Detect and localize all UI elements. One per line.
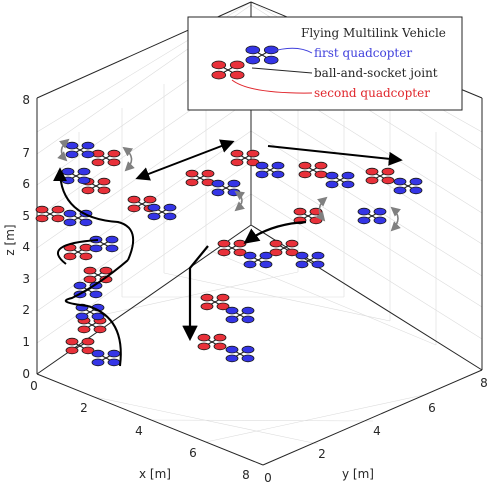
legend-title: Flying Multilink Vehicle bbox=[301, 26, 446, 40]
vehicle-16-red-quadcopter bbox=[197, 333, 227, 351]
legend-blue-quadcopter bbox=[245, 45, 279, 65]
z-tick-1: 1 bbox=[22, 335, 30, 349]
z-tick-3: 3 bbox=[22, 272, 30, 286]
vehicle-16-blue-quadcopter bbox=[225, 345, 255, 363]
arrow-spiral-4 bbox=[57, 239, 99, 265]
vehicle-9-blue-quadcopter bbox=[255, 161, 285, 179]
vehicle-13-blue-quadcopter bbox=[243, 251, 273, 269]
box-edges bbox=[36, 1, 483, 466]
y-axis-label: y [m] bbox=[342, 467, 374, 481]
x-tick-0: 0 bbox=[30, 379, 38, 393]
z-tick-5: 5 bbox=[22, 209, 30, 223]
x-tick-4: 4 bbox=[135, 424, 143, 438]
z-axis-label: z [m] bbox=[3, 224, 17, 255]
x-axis: 0 2 4 6 8 x [m] bbox=[30, 379, 250, 482]
z-tick-8: 8 bbox=[22, 93, 30, 107]
legend-pointer-blue bbox=[269, 47, 313, 54]
rotate-arrow-5 bbox=[390, 206, 401, 232]
legend-red-quadcopter bbox=[211, 60, 245, 80]
vehicle-sequence bbox=[35, 141, 423, 367]
y-tick-4: 4 bbox=[373, 424, 381, 438]
vehicle-5-blue-quadcopter bbox=[61, 167, 91, 185]
vehicle-2-red-quadcopter bbox=[83, 266, 113, 284]
vehicle-0-blue-quadcopter bbox=[91, 349, 121, 367]
arrow-spiral-3 bbox=[53, 167, 135, 261]
legend: Flying Multilink Vehicle first quadcopte… bbox=[187, 16, 463, 111]
vehicle-10-blue-quadcopter bbox=[325, 171, 355, 189]
vehicle-8-blue-quadcopter bbox=[211, 179, 241, 197]
z-tick-4: 4 bbox=[22, 240, 30, 254]
y-tick-2: 2 bbox=[318, 447, 326, 461]
vehicle-8-red-quadcopter bbox=[185, 169, 215, 187]
vehicle-3-blue-quadcopter bbox=[89, 235, 119, 253]
legend-vehicle-icon bbox=[211, 45, 279, 80]
z-tick-2: 2 bbox=[22, 303, 30, 317]
legend-pointer-red bbox=[231, 79, 313, 94]
vehicle-13-red-quadcopter bbox=[217, 239, 247, 257]
vehicle-15-blue-quadcopter bbox=[225, 306, 255, 324]
vehicle-11-red-quadcopter bbox=[365, 167, 395, 185]
rotate-arrow-3 bbox=[234, 190, 246, 212]
vehicle-11-blue-quadcopter bbox=[393, 177, 423, 195]
vehicle-4-blue-quadcopter bbox=[63, 209, 93, 227]
x-tick-2: 2 bbox=[80, 401, 88, 415]
y-tick-0: 0 bbox=[264, 471, 272, 485]
vehicle-4-red-quadcopter bbox=[35, 205, 65, 223]
arrow-spiral-1 bbox=[87, 305, 122, 367]
vehicle-6-blue-quadcopter bbox=[65, 141, 95, 159]
x-axis-label: x [m] bbox=[139, 467, 171, 481]
vehicle-6-red-quadcopter bbox=[91, 149, 121, 167]
vehicle-15-red-quadcopter bbox=[200, 293, 230, 311]
vehicle-9-red-quadcopter bbox=[230, 149, 260, 167]
z-tick-7: 7 bbox=[22, 146, 30, 160]
arrow-down bbox=[182, 245, 209, 342]
vehicle-3-red-quadcopter bbox=[63, 243, 93, 261]
vehicle-0-red-quadcopter bbox=[65, 337, 95, 355]
vehicle-14-red-quadcopter bbox=[269, 239, 299, 257]
x-tick-6: 6 bbox=[189, 446, 197, 460]
legend-ball-socket-joint: ball-and-socket joint bbox=[314, 66, 438, 80]
vehicle-7-blue-quadcopter bbox=[147, 203, 177, 221]
z-tick-6: 6 bbox=[22, 177, 30, 191]
vehicle-14-blue-quadcopter bbox=[295, 251, 325, 269]
rotate-arrow-1 bbox=[57, 138, 70, 162]
y-axis: 0 2 4 6 8 y [m] bbox=[264, 376, 488, 485]
z-axis: 0 1 2 3 4 5 6 7 8 z [m] bbox=[3, 93, 30, 381]
arrow-top-left bbox=[135, 139, 235, 181]
arrow-right-curve bbox=[243, 220, 307, 244]
motion-arrows bbox=[53, 138, 403, 367]
vehicle-10-red-quadcopter bbox=[298, 161, 328, 179]
rotate-arrow-4 bbox=[315, 196, 328, 222]
y-tick-8: 8 bbox=[480, 376, 488, 390]
legend-first-quadcopter: first quadcopter bbox=[314, 46, 412, 60]
x-tick-8: 8 bbox=[242, 468, 250, 482]
vehicle-12-blue-quadcopter bbox=[357, 207, 387, 225]
y-tick-6: 6 bbox=[428, 401, 436, 415]
z-tick-0: 0 bbox=[22, 367, 30, 381]
arrow-spiral-2 bbox=[64, 259, 129, 307]
legend-pointer-black bbox=[251, 67, 313, 74]
legend-second-quadcopter: second quadcopter bbox=[314, 86, 430, 100]
arrow-top-right bbox=[267, 145, 403, 166]
rotate-arrow-2 bbox=[122, 146, 135, 172]
legend-box bbox=[187, 16, 463, 111]
vehicle-2-blue-quadcopter bbox=[73, 281, 103, 299]
